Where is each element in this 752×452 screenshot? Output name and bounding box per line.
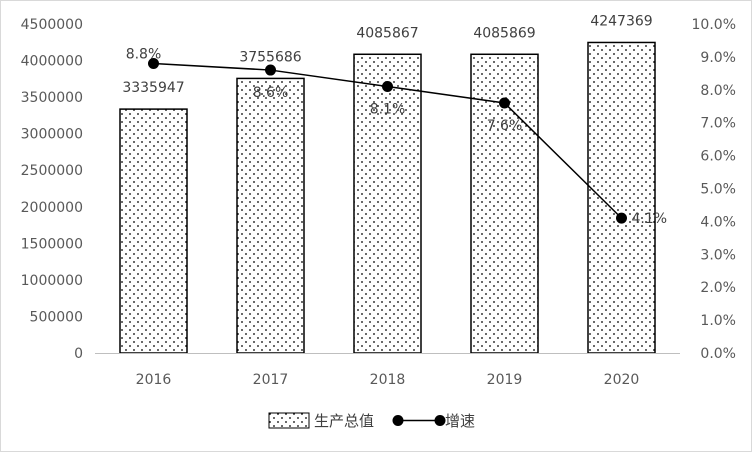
line-point (499, 97, 510, 109)
bar-value-label: 3755686 (239, 49, 301, 65)
right-axis-tick-label: 2.0% (700, 280, 736, 296)
bar-value-label: 4247369 (590, 13, 652, 29)
legend-bar-swatch (268, 412, 310, 429)
left-axis-tick-label: 2500000 (21, 163, 83, 179)
legend-bar-label: 生产总值 (314, 412, 374, 430)
right-axis-tick-label: 4.0% (700, 214, 736, 230)
line-data-labels: 8.8% 8.6% 8.1% 7.6% 4.1% (126, 46, 667, 227)
bar (353, 53, 422, 354)
x-axis-tick-label: 2017 (253, 372, 289, 388)
left-axis-tick-label: 4000000 (21, 54, 83, 70)
bar (587, 41, 656, 354)
bar-data-labels: 3335947 3755686 4085867 4085869 4247369 (122, 13, 652, 96)
left-axis-tick-label: 1000000 (21, 273, 83, 289)
left-axis-tick-label: 500000 (30, 309, 83, 325)
line-value-label: 4.1% (632, 211, 668, 227)
bar-value-label: 3335947 (122, 80, 184, 96)
x-axis-tick-label: 2018 (370, 372, 406, 388)
line-point (148, 57, 159, 69)
x-axis-tick-label: 2019 (487, 372, 523, 388)
line-value-label: 8.1% (370, 102, 406, 118)
line-value-label: 7.6% (487, 118, 523, 134)
x-axis-ticks: 2016 2017 2018 2019 2020 (136, 372, 640, 388)
right-axis-tick-label: 8.0% (700, 83, 736, 99)
line-value-label: 8.8% (126, 46, 162, 62)
right-axis-tick-label: 5.0% (700, 182, 736, 198)
legend: 生产总值 增速 (268, 412, 475, 430)
right-axis-ticks: 0.0% 1.0% 2.0% 3.0% 4.0% 5.0% 6.0% 7.0% 8.0% 9.0%… (692, 17, 736, 362)
line-series (148, 57, 627, 224)
x-axis-tick-label: 2016 (136, 372, 172, 388)
left-axis-tick-label: 0 (74, 346, 83, 362)
line-point (382, 81, 393, 93)
right-axis-tick-label: 6.0% (700, 149, 736, 165)
right-axis-tick-label: 1.0% (700, 313, 736, 329)
line-value-label: 8.6% (253, 85, 289, 101)
left-axis-ticks: 0 500000 1000000 1500000 2000000 2500000 30000… (21, 17, 83, 362)
left-axis-tick-label: 1500000 (21, 236, 83, 252)
bar (119, 108, 188, 354)
left-axis-tick-label: 2000000 (21, 200, 83, 216)
legend-line-marker-right (434, 415, 446, 426)
bar (236, 77, 305, 354)
left-axis-tick-label: 3500000 (21, 90, 83, 106)
left-axis-tick-label: 3000000 (21, 127, 83, 143)
right-axis-tick-label: 7.0% (700, 116, 736, 132)
right-axis-tick-label: 10.0% (692, 17, 736, 33)
legend-line-label: 增速 (445, 412, 475, 430)
right-axis-tick-label: 3.0% (700, 247, 736, 263)
x-axis-tick-label: 2020 (604, 372, 640, 388)
legend-line-marker-left (392, 415, 404, 426)
bar-value-label: 4085869 (473, 25, 535, 41)
left-axis-tick-label: 4500000 (21, 17, 83, 33)
right-axis-tick-label: 0.0% (700, 346, 736, 362)
bar-value-label: 4085867 (356, 25, 418, 41)
right-axis-tick-label: 9.0% (700, 50, 736, 66)
line-point (265, 64, 276, 76)
line-point (616, 212, 627, 224)
